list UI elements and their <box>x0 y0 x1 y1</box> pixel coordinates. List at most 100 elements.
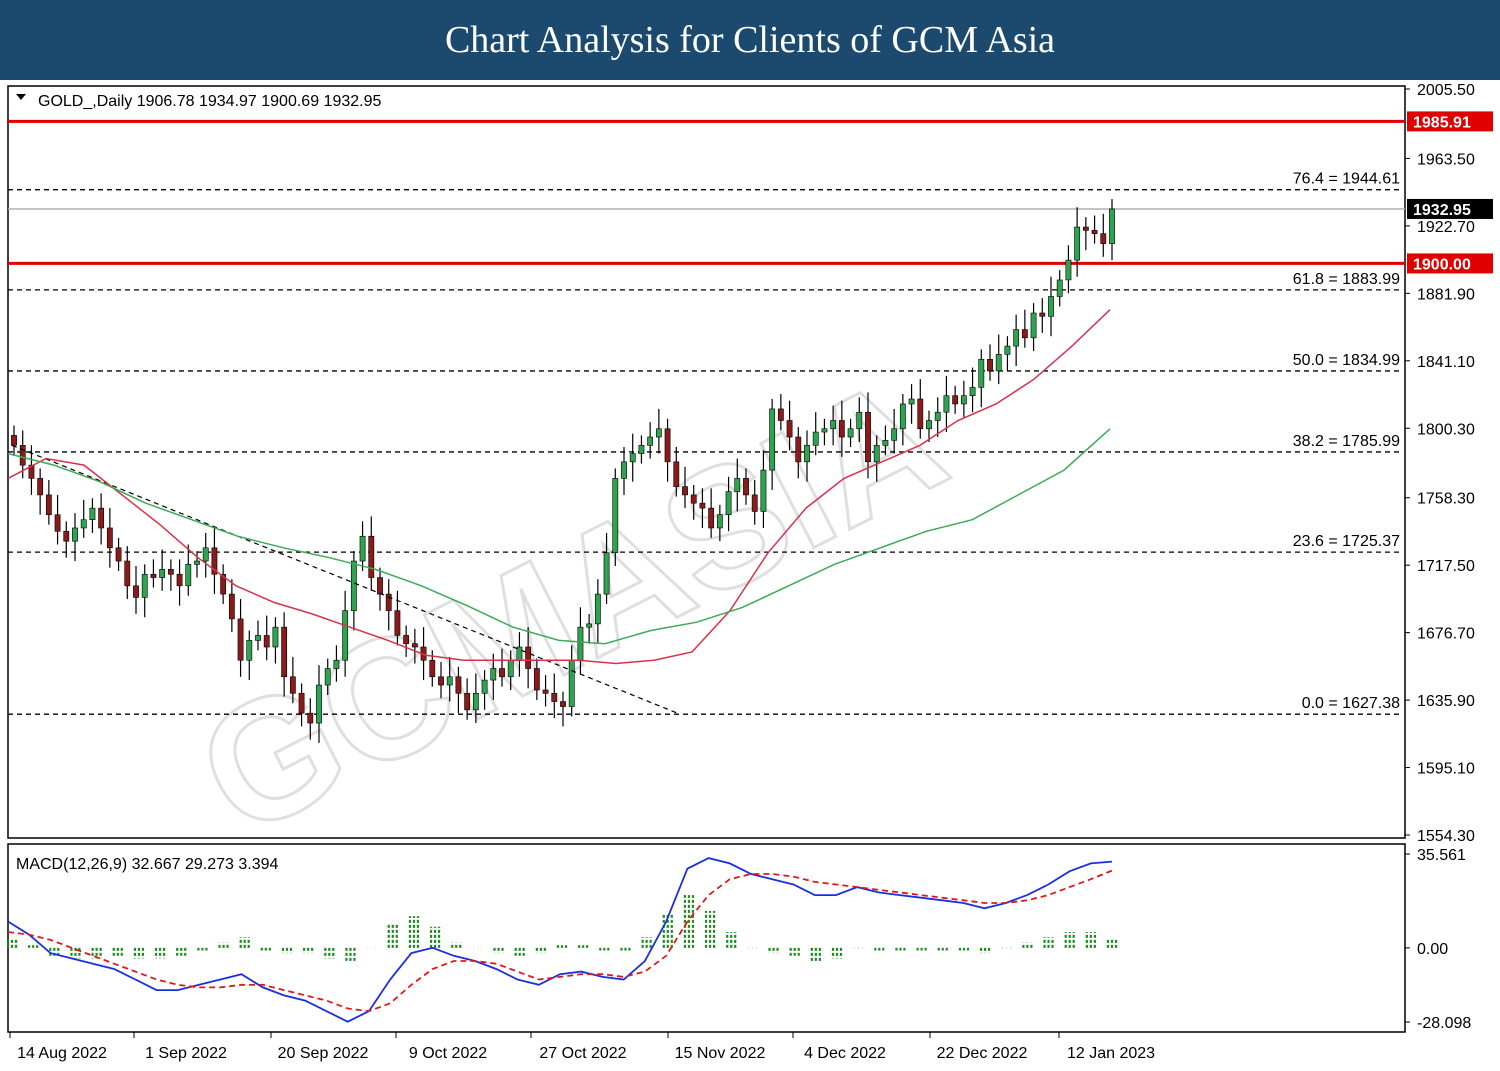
date-label: 1 Sep 2022 <box>145 1045 227 1062</box>
macd-panel-frame <box>7 843 1406 1033</box>
candle-up <box>882 440 889 446</box>
candle-down <box>150 573 157 578</box>
candle-down <box>289 676 296 694</box>
candle-down <box>777 408 784 421</box>
candle-down <box>708 507 715 529</box>
fib-label: 23.6 = 1725.37 <box>1293 533 1400 550</box>
candle-up <box>891 428 898 441</box>
dropdown-icon[interactable] <box>16 94 26 100</box>
candle-up <box>72 527 78 542</box>
support-tag <box>1407 253 1493 274</box>
fib-label: 38.2 = 1785.99 <box>1293 433 1400 450</box>
macd-tick-label: -28.098 <box>1417 1015 1471 1032</box>
date-label: 9 Oct 2022 <box>409 1045 487 1062</box>
candle-up <box>1065 259 1072 281</box>
candle-up <box>978 359 985 388</box>
candle-down <box>220 573 227 595</box>
macd-tick-label: 0.00 <box>1417 941 1448 958</box>
candle-down <box>1082 226 1089 231</box>
candle-down <box>952 395 959 405</box>
candle-down <box>63 530 70 542</box>
candle-down <box>795 436 802 463</box>
date-label: 22 Dec 2022 <box>937 1045 1028 1062</box>
macd-signal-line <box>7 869 1113 1013</box>
candle-down <box>394 610 401 636</box>
candle-down <box>133 585 139 598</box>
candle-up <box>194 560 200 565</box>
candle-down <box>673 461 680 487</box>
candle-up <box>847 428 854 438</box>
candle-down <box>11 435 17 446</box>
candle-up <box>490 668 497 681</box>
price-tick-label: 1676.70 <box>1417 626 1475 643</box>
price-tick-label: 1922.70 <box>1417 219 1475 236</box>
candle-up <box>446 676 453 686</box>
candle-down <box>54 514 61 532</box>
candle-down <box>1021 329 1028 339</box>
banner-title: Chart Analysis for Clients of GCM Asia <box>0 0 1500 80</box>
candle-up <box>472 693 479 711</box>
macd-tick-label: 35.561 <box>1417 847 1466 864</box>
candle-up <box>934 411 941 421</box>
date-label: 12 Jan 2023 <box>1067 1045 1155 1062</box>
candle-up <box>324 668 331 686</box>
candle-down <box>525 646 532 669</box>
main-panel-frame <box>7 85 1406 839</box>
candle-up <box>995 354 1002 372</box>
date-label: 15 Nov 2022 <box>675 1045 766 1062</box>
candle-down <box>115 547 122 562</box>
price-tick-label: 1758.30 <box>1417 491 1475 508</box>
candle-down <box>838 420 845 438</box>
fib-label: 61.8 = 1883.99 <box>1293 271 1400 288</box>
candle-down <box>987 359 993 372</box>
candle-down <box>237 618 244 661</box>
candle-up <box>873 445 880 463</box>
candle-up <box>1109 208 1115 244</box>
candle-down <box>429 659 436 678</box>
candle-up <box>856 411 863 430</box>
candle-up <box>638 445 645 454</box>
symbol-info: GOLD_,Daily 1906.78 1934.97 1900.69 1932… <box>38 93 381 110</box>
candle-down <box>385 593 392 611</box>
candle-up <box>577 626 584 661</box>
candle-down <box>228 593 235 620</box>
candle-up <box>350 560 357 611</box>
candle-up <box>1074 226 1081 261</box>
candle-down <box>281 626 288 678</box>
candle-up <box>969 387 976 396</box>
price-tick-label: 1717.50 <box>1417 558 1475 575</box>
candle-down <box>1100 233 1107 244</box>
candle-down <box>551 693 558 702</box>
support-tag-label: 1900.00 <box>1413 256 1471 273</box>
date-label: 14 Aug 2022 <box>17 1045 107 1062</box>
candle-down <box>751 494 758 512</box>
price-tick-label: 1881.90 <box>1417 286 1475 303</box>
ma-fast-line <box>7 309 1111 665</box>
candle-up <box>333 659 340 669</box>
candle-down <box>560 701 566 707</box>
candle-up <box>1004 345 1011 355</box>
candle-up <box>89 507 96 521</box>
candle-up <box>804 445 810 463</box>
candle-down <box>411 643 418 648</box>
candle-up <box>272 626 279 648</box>
price-tick-label: 1841.10 <box>1417 354 1475 371</box>
candle-up <box>716 514 723 529</box>
candle-up <box>734 478 741 492</box>
candle-down <box>499 668 505 678</box>
candle-down <box>106 527 113 549</box>
candle-up <box>926 420 932 430</box>
candle-up <box>516 646 523 661</box>
candle-down <box>464 693 471 711</box>
candle-down <box>211 547 218 575</box>
candle-up <box>621 461 627 479</box>
candle-up <box>586 623 593 628</box>
fib-label: 0.0 = 1627.38 <box>1302 695 1400 712</box>
candle-up <box>1056 279 1063 297</box>
candle-down <box>307 712 314 724</box>
candle-down <box>699 502 706 509</box>
candle-down <box>533 668 540 691</box>
trend-line <box>11 444 681 715</box>
date-label: 20 Sep 2022 <box>278 1045 369 1062</box>
